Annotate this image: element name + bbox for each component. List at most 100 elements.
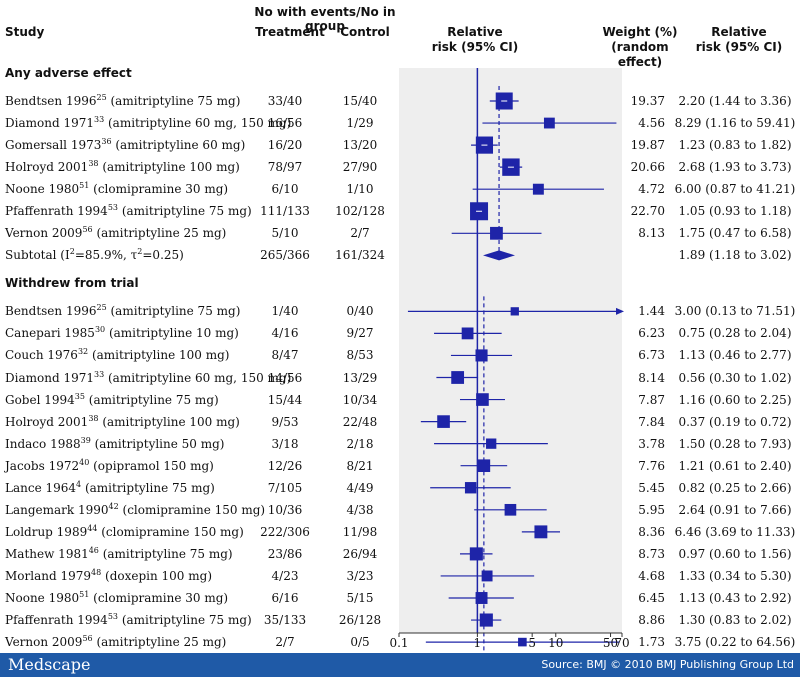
study-row: Couch 197632 (amitriptyline 100 mg) 8/47 8… [0, 344, 800, 366]
treatment-count: 12/26 [267, 458, 303, 473]
pooled-diamond [483, 250, 516, 261]
study-row: Bendtsen 199625 (amitriptyline 75 mg) 33/… [0, 90, 800, 112]
weight-value: 5.95 [638, 502, 665, 517]
point-estimate-marker [490, 226, 503, 240]
treatment-count: 35/133 [263, 613, 307, 628]
study-row: Holroyd 200138 (amitriptyline 100 mg) 78/… [0, 156, 800, 178]
rr-ci-text: 1.30 (0.83 to 2.02) [678, 613, 792, 628]
weight-value: 20.66 [630, 160, 665, 175]
control-count: 2/7 [350, 226, 370, 241]
study-label: Jacobs 197240 (opipramol 150 mg) [5, 457, 214, 473]
weight-value: 6.45 [638, 591, 665, 605]
point-estimate-marker [534, 525, 548, 539]
rr-ci-text: 0.82 (0.25 to 2.66) [678, 480, 792, 495]
rr-ci-text: 2.64 (0.91 to 7.66) [678, 502, 792, 517]
study-label: Diamond 197133 (amitriptyline 60 mg, 150… [5, 115, 292, 131]
superscript: 2 [137, 247, 143, 257]
treatment-total: 265/366 [260, 248, 310, 263]
superscript: 4 [76, 479, 82, 489]
point-estimate-marker [486, 438, 497, 449]
treatment-count: 78/97 [267, 160, 303, 175]
point-estimate-marker [469, 547, 483, 561]
rr-ci-text: 6.46 (3.69 to 11.33) [674, 524, 796, 539]
study-row: Lance 19644 (amitriptyline 75 mg) 7/105 4/… [0, 477, 800, 499]
superscript: 30 [94, 325, 106, 335]
control-count: 102/128 [335, 204, 385, 219]
study-row: Diamond 197133 (amitriptyline 60 mg, 150… [0, 112, 800, 134]
superscript: 38 [88, 159, 99, 169]
treatment-count: 6/10 [271, 182, 299, 197]
point-estimate-marker [475, 592, 488, 604]
weight-value: 8.36 [638, 524, 665, 539]
point-estimate-marker [543, 117, 555, 129]
study-row: Pfaffenrath 199453 (amitriptyline 75 mg)… [0, 200, 800, 222]
point-estimate-marker [437, 415, 450, 428]
superscript: 56 [82, 634, 93, 644]
superscript: 2 [69, 247, 75, 257]
treatment-header: Treatment [255, 25, 325, 39]
study-label: Indaco 198839 (amitriptyline 50 mg) [5, 435, 225, 451]
rr-ci-text: 0.56 (0.30 to 1.02) [678, 370, 792, 385]
study-label: Canepari 198530 (amitriptyline 10 mg) [5, 325, 239, 341]
point-estimate-marker [481, 570, 493, 582]
weight-value: 4.72 [638, 182, 665, 197]
study-label: Gobel 199435 (amitriptyline 75 mg) [5, 391, 219, 407]
superscript: 46 [88, 545, 99, 555]
rr-ci-text: 1.50 (0.28 to 7.93) [678, 436, 792, 451]
superscript: 36 [101, 137, 112, 147]
study-label: Noone 198051 (clomipramine 30 mg) [5, 181, 229, 197]
rr-ci-text: 1.16 (0.60 to 2.25) [678, 392, 792, 407]
treatment-count: 16/56 [267, 116, 303, 131]
footer-bar: Medscape Source: BMJ © 2010 BMJ Publishi… [0, 653, 800, 677]
subtotal-row: Subtotal (I2=85.9%, τ2=0.25) 265/366 161/3… [0, 244, 800, 266]
study-label: Mathew 198146 (amitriptyline 75 mg) [5, 545, 233, 561]
rr-ci-text: 1.05 (0.93 to 1.18) [678, 204, 792, 219]
superscript: 40 [79, 457, 90, 467]
rr2-header-line1: Relative [711, 25, 767, 39]
study-label: Holroyd 200138 (amitriptyline 100 mg) [5, 413, 240, 429]
treatment-count: 3/18 [271, 436, 299, 451]
study-label: Loldrup 198944 (clomipramine 150 mg) [5, 523, 244, 539]
control-count: 13/20 [342, 138, 378, 153]
rr-ci-text: 0.37 (0.19 to 0.72) [678, 414, 792, 429]
study-row: Pfaffenrath 199453 (amitriptyline 75 mg)… [0, 609, 800, 631]
rr2-header-line2: risk (95% CI) [695, 40, 783, 54]
point-estimate-marker [464, 482, 477, 494]
weight-value: 1.73 [638, 635, 665, 650]
weight-value: 4.56 [638, 116, 665, 131]
weight-value: 8.14 [638, 370, 665, 385]
point-estimate-marker [532, 183, 544, 195]
study-label: Noone 198051 (clomipramine 30 mg) [5, 590, 229, 606]
superscript: 53 [107, 203, 119, 213]
superscript: 33 [93, 369, 105, 379]
study-row: Morland 197948 (doxepin 100 mg) 4/23 3/23 4… [0, 565, 800, 587]
rr-ci-text: 2.68 (1.93 to 3.73) [678, 160, 792, 175]
superscript: 39 [80, 435, 91, 445]
control-count: 9/27 [346, 326, 374, 341]
rr-ci-text: 1.75 (0.47 to 6.58) [678, 226, 792, 241]
weight-value: 19.37 [630, 94, 665, 108]
study-label: Lance 19644 (amitriptyline 75 mg) [5, 479, 215, 495]
study-label: Bendtsen 199625 (amitriptyline 75 mg) [5, 303, 241, 319]
control-count: 22/48 [342, 414, 378, 429]
rr-ci-text: 1.33 (0.34 to 5.30) [678, 568, 792, 583]
weight-value: 22.70 [630, 204, 665, 219]
point-estimate-marker [461, 327, 474, 340]
treatment-count: 15/44 [267, 392, 303, 407]
study-label: Holroyd 200138 (amitriptyline 100 mg) [5, 159, 240, 175]
control-header: Control [340, 25, 390, 39]
weight-value: 7.87 [638, 392, 665, 407]
study-label: Vernon 200956 (amitriptyline 25 mg) [5, 634, 227, 650]
control-count: 15/40 [342, 94, 378, 108]
x-tick-label: 10 [548, 636, 564, 650]
point-estimate-marker [504, 503, 517, 516]
control-count: 26/94 [342, 546, 378, 561]
x-tick-label: 70 [614, 636, 630, 650]
weight-value: 5.45 [638, 480, 665, 495]
study-label: Pfaffenrath 199453 (amitriptyline 75 mg) [5, 612, 252, 628]
superscript: 51 [79, 181, 90, 191]
rr-header-line2: risk (95% CI) [431, 40, 519, 54]
study-row: Noone 198051 (clomipramine 30 mg) 6/16 5/1… [0, 587, 800, 609]
control-count: 1/29 [346, 116, 374, 131]
study-header: Study [5, 25, 45, 39]
